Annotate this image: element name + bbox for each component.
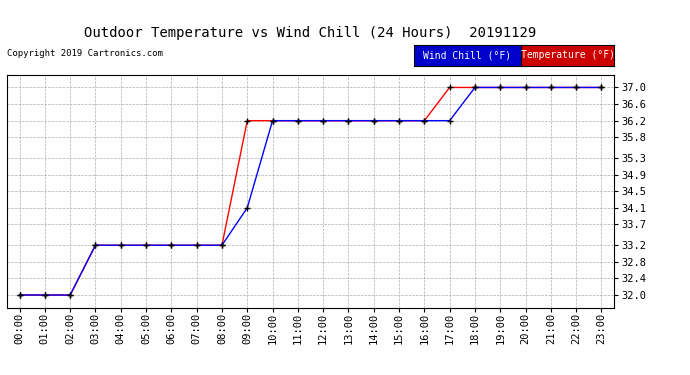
Text: Temperature (°F): Temperature (°F) xyxy=(520,50,615,60)
Text: Copyright 2019 Cartronics.com: Copyright 2019 Cartronics.com xyxy=(7,49,163,58)
Text: Outdoor Temperature vs Wind Chill (24 Hours)  20191129: Outdoor Temperature vs Wind Chill (24 Ho… xyxy=(84,26,537,40)
Text: Wind Chill (°F): Wind Chill (°F) xyxy=(424,50,511,60)
